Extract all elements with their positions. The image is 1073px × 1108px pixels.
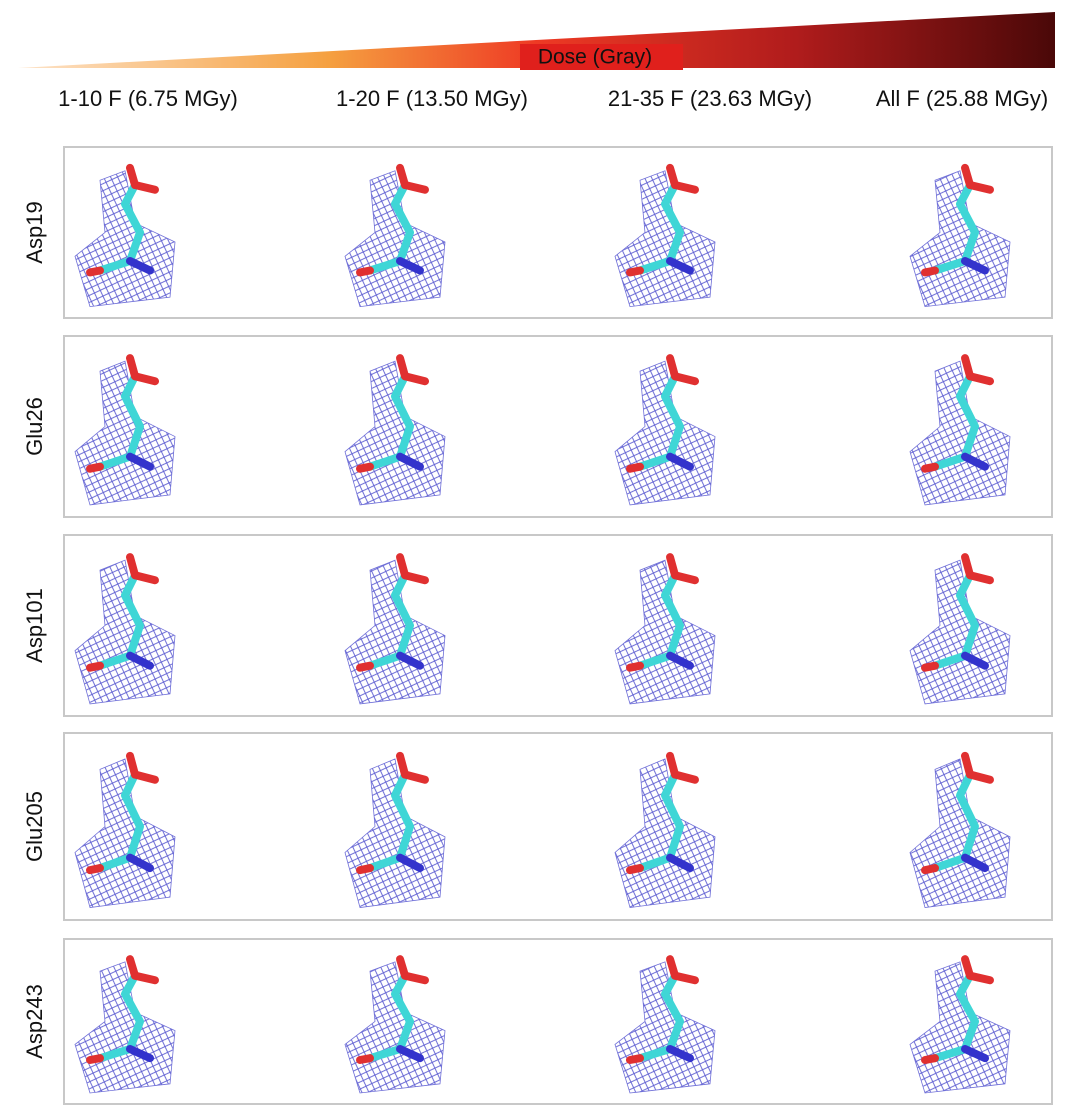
row-label: Asp243: [22, 984, 47, 1059]
oxygen-2: [400, 756, 405, 775]
oxygen-3: [360, 666, 370, 668]
oxygen-2: [130, 168, 135, 185]
oxygen-3: [925, 1058, 935, 1060]
oxygen-3: [90, 666, 100, 668]
oxygen-2: [670, 959, 675, 976]
density-mesh: [345, 560, 445, 704]
oxygen-2: [400, 358, 405, 376]
density-mesh: [615, 759, 715, 908]
oxygen-2: [965, 557, 970, 575]
oxygen-2: [965, 959, 970, 976]
oxygen-3: [360, 868, 370, 870]
oxygen-2: [670, 358, 675, 376]
oxygen-2: [130, 959, 135, 976]
density-mesh: [615, 171, 715, 307]
figure: Dose (Gray) 1-10 F (6.75 MGy) 1-20 F (13.…: [0, 0, 1073, 1108]
panel-box: [64, 733, 1052, 920]
column-header: 1-20 F (13.50 MGy): [336, 86, 528, 111]
oxygen-3: [630, 467, 640, 469]
panel-row: Asp101: [22, 535, 1052, 716]
oxygen-2: [965, 358, 970, 376]
density-mesh: [345, 361, 445, 505]
row-label: Asp19: [22, 201, 47, 263]
dose-label: Dose (Gray): [538, 46, 652, 69]
oxygen-2: [670, 557, 675, 575]
density-mesh: [910, 560, 1010, 704]
panel-row: Asp19: [22, 147, 1052, 318]
panel-box: [64, 336, 1052, 517]
row-label: Glu26: [22, 397, 47, 456]
column-header: All F (25.88 MGy): [876, 86, 1048, 111]
oxygen-3: [360, 271, 370, 273]
density-mesh: [75, 560, 175, 704]
oxygen-3: [925, 666, 935, 668]
density-mesh: [910, 962, 1010, 1093]
oxygen-3: [925, 271, 935, 273]
oxygen-3: [925, 467, 935, 469]
panel-box: [64, 535, 1052, 716]
oxygen-3: [90, 271, 100, 273]
column-header: 1-10 F (6.75 MGy): [58, 86, 238, 111]
oxygen-2: [130, 358, 135, 376]
column-header: 21-35 F (23.63 MGy): [608, 86, 812, 111]
column-headers: 1-10 F (6.75 MGy) 1-20 F (13.50 MGy) 21-35…: [58, 86, 1048, 111]
oxygen-2: [670, 756, 675, 775]
oxygen-2: [400, 557, 405, 575]
panel-box: [64, 939, 1052, 1104]
panel-row: Glu205: [22, 733, 1052, 920]
density-mesh: [75, 962, 175, 1093]
oxygen-3: [630, 271, 640, 273]
panel-row: Glu26: [22, 336, 1052, 517]
density-mesh: [75, 171, 175, 307]
oxygen-2: [670, 168, 675, 185]
oxygen-2: [400, 168, 405, 185]
oxygen-2: [130, 756, 135, 775]
oxygen-3: [630, 868, 640, 870]
density-mesh: [910, 361, 1010, 505]
density-mesh: [615, 361, 715, 505]
oxygen-3: [630, 666, 640, 668]
density-mesh: [75, 759, 175, 908]
density-mesh: [75, 361, 175, 505]
oxygen-2: [130, 557, 135, 575]
panel-row: Asp243: [22, 939, 1052, 1104]
density-mesh: [910, 171, 1010, 307]
oxygen-3: [90, 467, 100, 469]
density-mesh: [615, 560, 715, 704]
oxygen-2: [965, 168, 970, 185]
density-mesh: [910, 759, 1010, 908]
oxygen-3: [925, 868, 935, 870]
oxygen-3: [630, 1058, 640, 1060]
panel-box: [64, 147, 1052, 318]
row-label: Glu205: [22, 791, 47, 862]
density-mesh: [345, 962, 445, 1093]
panel-rows: Asp19 Glu26 Asp101 Glu205 Asp243: [22, 147, 1052, 1104]
oxygen-3: [90, 868, 100, 870]
oxygen-2: [400, 959, 405, 976]
oxygen-3: [90, 1058, 100, 1060]
oxygen-3: [360, 467, 370, 469]
density-mesh: [345, 171, 445, 307]
density-mesh: [615, 962, 715, 1093]
oxygen-3: [360, 1058, 370, 1060]
row-label: Asp101: [22, 588, 47, 663]
oxygen-2: [965, 756, 970, 775]
density-mesh: [345, 759, 445, 908]
